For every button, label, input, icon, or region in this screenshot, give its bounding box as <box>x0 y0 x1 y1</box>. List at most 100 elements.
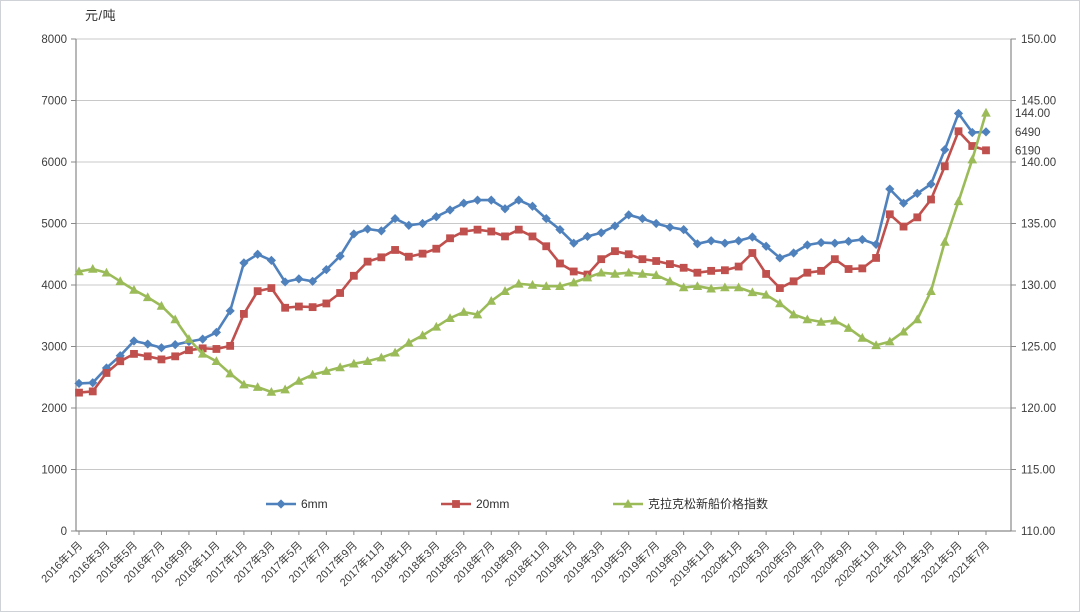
triangle-marker <box>390 347 400 357</box>
diamond-marker <box>789 248 799 258</box>
triangle-marker <box>926 286 936 295</box>
diamond-marker <box>706 236 716 246</box>
diamond-marker <box>88 378 98 388</box>
diamond-marker <box>912 188 922 198</box>
square-marker <box>377 253 386 262</box>
triangle-marker <box>431 321 442 331</box>
diamond-marker <box>967 127 977 138</box>
triangle-marker <box>555 281 565 291</box>
diamond-marker <box>761 241 771 251</box>
square-marker <box>734 262 743 271</box>
square-marker <box>226 341 235 350</box>
square-marker <box>913 213 922 222</box>
legend-item-20mm[interactable]: 20mm <box>441 497 509 511</box>
diamond-marker <box>926 179 936 189</box>
diamond-marker <box>981 127 991 137</box>
square-marker <box>294 302 303 311</box>
square-marker <box>336 289 345 297</box>
triangle-marker <box>665 276 675 286</box>
diamond-marker <box>775 253 785 263</box>
square-marker <box>308 303 317 312</box>
triangle-marker <box>939 236 950 246</box>
square-marker <box>363 257 372 266</box>
diamond-marker <box>555 225 565 235</box>
square-marker <box>75 388 83 397</box>
square-marker <box>789 277 798 286</box>
diamond-marker <box>101 363 112 373</box>
square-marker <box>968 142 977 150</box>
diamond-marker <box>276 499 286 509</box>
square-marker <box>446 234 454 243</box>
triangle-marker <box>816 316 826 326</box>
square-marker <box>116 357 125 366</box>
right-axis-tick-label: 140.00 <box>1021 157 1056 169</box>
triangle-marker <box>885 336 895 346</box>
x-axis-ticks: 2016年1月2016年3月2016年5月2016年7月2016年9月2016年… <box>38 531 992 589</box>
diamond-marker <box>830 238 840 248</box>
triangle-marker <box>692 281 703 291</box>
legend-item-克拉克松新船价格指数[interactable]: 克拉克松新船价格指数 <box>613 496 768 511</box>
left-axis-tick-label: 4000 <box>41 280 67 292</box>
diamond-marker <box>143 339 153 349</box>
square-marker <box>762 270 771 278</box>
square-marker <box>830 255 839 264</box>
right-axis-tick-label: 150.00 <box>1021 34 1056 46</box>
diamond-marker <box>211 327 222 337</box>
square-marker <box>418 249 427 258</box>
diamond-marker <box>610 221 620 231</box>
y-axis-unit-label: 元/吨 <box>85 8 117 23</box>
triangle-marker <box>349 358 359 368</box>
square-marker <box>143 352 152 361</box>
diamond-marker <box>940 145 950 155</box>
series-克拉克松新船价格指数 <box>74 107 991 396</box>
square-marker <box>404 252 413 261</box>
left-axis-tick-label: 6000 <box>41 157 67 169</box>
triangle-marker <box>651 270 661 279</box>
diamond-marker <box>170 340 180 350</box>
square-marker <box>844 265 853 273</box>
triangle-marker <box>417 330 428 340</box>
diamond-marker <box>637 213 648 224</box>
square-marker <box>102 369 111 377</box>
square-marker <box>638 255 647 264</box>
triangle-marker <box>211 356 222 366</box>
triangle-marker <box>486 295 497 305</box>
triangle-marker <box>981 107 991 117</box>
square-marker <box>679 263 688 272</box>
square-marker <box>720 266 729 275</box>
square-marker <box>267 284 276 292</box>
diamond-marker <box>431 212 441 222</box>
series-line-6mm <box>77 112 988 385</box>
left-axis-tick-label: 1000 <box>41 465 67 477</box>
triangle-marker <box>857 332 868 342</box>
triangle-marker <box>912 314 923 324</box>
triangle-marker <box>472 309 483 319</box>
triangle-marker <box>747 287 758 297</box>
triangle-marker <box>362 356 373 366</box>
triangle-marker <box>596 267 607 277</box>
square-marker <box>528 232 537 241</box>
triangle-marker <box>541 281 552 291</box>
triangle-marker <box>527 280 538 289</box>
triangle-marker <box>720 282 730 292</box>
square-marker <box>542 242 551 251</box>
triangle-marker <box>225 368 235 378</box>
triangle-marker <box>445 313 455 323</box>
diamond-marker <box>692 239 703 249</box>
square-marker <box>459 227 468 236</box>
square-marker <box>597 255 606 264</box>
square-marker <box>611 247 619 256</box>
left-axis-tick-label: 3000 <box>41 342 67 354</box>
left-axis-tick-label: 8000 <box>41 34 67 46</box>
square-marker <box>624 250 633 259</box>
square-marker <box>872 254 880 262</box>
gridlines <box>76 38 1011 470</box>
legend-item-6mm[interactable]: 6mm <box>266 497 328 511</box>
square-marker <box>198 344 207 353</box>
diamond-marker <box>679 225 689 235</box>
diamond-marker <box>898 198 909 208</box>
left-axis-tick-label: 5000 <box>41 219 67 231</box>
triangle-marker <box>142 292 153 302</box>
diamond-marker <box>953 108 964 119</box>
